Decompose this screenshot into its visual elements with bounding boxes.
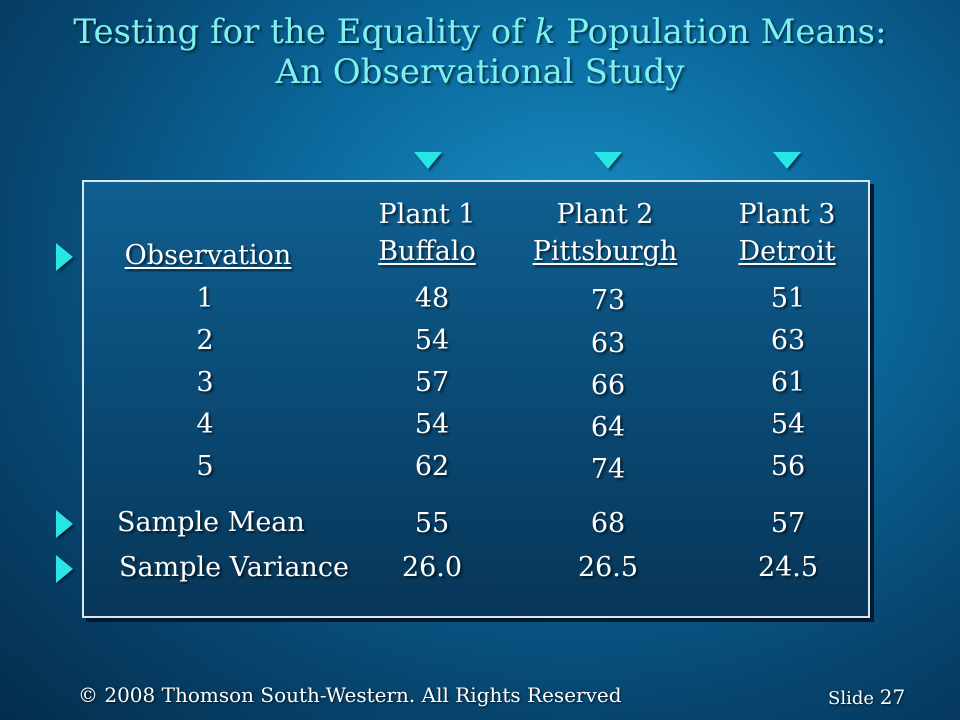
title-text-a: Testing for the Equality of — [73, 12, 535, 52]
sample-variance-label: Sample Variance — [119, 552, 349, 583]
slide-title: Testing for the Equality of k Population… — [0, 12, 960, 92]
plant2-value: 73 — [590, 285, 626, 316]
plant1-value: 57 — [414, 367, 450, 398]
observation-header: Observation — [124, 240, 292, 271]
observation-number: 2 — [196, 325, 214, 356]
row-marker-observation-icon — [56, 243, 73, 271]
title-text-b: Population Means: — [555, 12, 887, 52]
plant1-value: 62 — [414, 451, 450, 482]
plant3-value: 51 — [770, 283, 806, 314]
slide-label: Slide 27 — [828, 685, 905, 709]
observation-number: 1 — [196, 283, 214, 314]
data-table-panel — [82, 180, 870, 618]
plant3-name: Plant 3 — [738, 199, 836, 230]
plant3-mean: 57 — [770, 508, 806, 539]
observation-number: 3 — [196, 367, 214, 398]
plant1-value: 48 — [414, 283, 450, 314]
plant3-value: 56 — [770, 451, 806, 482]
column-marker-plant1-icon — [414, 152, 442, 169]
observation-number: 4 — [196, 409, 214, 440]
plant1-city: Buffalo — [378, 236, 476, 267]
plant2-value: 63 — [590, 328, 626, 359]
plant2-name: Plant 2 — [556, 199, 654, 230]
plant3-value: 63 — [770, 325, 806, 356]
title-line-2: An Observational Study — [275, 52, 685, 92]
observation-number: 5 — [196, 451, 214, 482]
plant3-city: Detroit — [738, 236, 836, 267]
plant1-value: 54 — [414, 325, 450, 356]
copyright-text: © 2008 Thomson South-Western. All Rights… — [78, 683, 622, 707]
plant3-value: 54 — [770, 409, 806, 440]
plant2-variance: 26.5 — [577, 552, 639, 583]
plant3-value: 61 — [770, 367, 806, 398]
plant2-city: Pittsburgh — [532, 236, 678, 267]
plant1-name: Plant 1 — [378, 199, 476, 230]
plant2-value: 66 — [590, 370, 626, 401]
sample-mean-label: Sample Mean — [117, 507, 305, 538]
row-marker-variance-icon — [56, 555, 73, 583]
slide-word: Slide — [828, 688, 875, 709]
plant1-mean: 55 — [414, 508, 450, 539]
plant1-variance: 26.0 — [401, 552, 463, 583]
title-line-1: Testing for the Equality of k Population… — [0, 12, 960, 52]
title-k: k — [534, 12, 556, 52]
column-marker-plant3-icon — [773, 152, 801, 169]
plant1-value: 54 — [414, 409, 450, 440]
column-marker-plant2-icon — [594, 152, 622, 169]
plant3-variance: 24.5 — [757, 552, 819, 583]
plant2-value: 64 — [590, 412, 626, 443]
slide-number: 27 — [879, 685, 906, 709]
plant2-mean: 68 — [590, 508, 626, 539]
row-marker-mean-icon — [56, 510, 73, 538]
plant2-value: 74 — [590, 454, 626, 485]
